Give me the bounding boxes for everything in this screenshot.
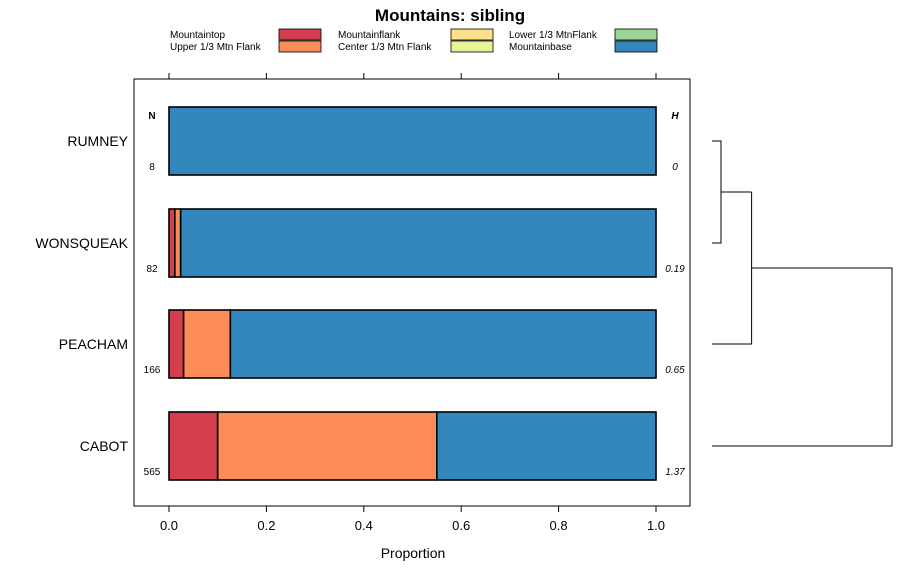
legend-swatch (614, 28, 658, 41)
row-label: PEACHAM (59, 336, 128, 352)
legend-label: Lower 1/3 MtnFlank (509, 30, 598, 41)
axes: 0.0 0.2 0.4 0.6 0.8 1.0 (160, 73, 665, 533)
legend-swatch (450, 40, 494, 53)
x-tick-label: 0.6 (452, 518, 470, 533)
x-tick-label: 0.4 (355, 518, 373, 533)
h-value: 0 (672, 162, 678, 173)
plot-frame (133, 78, 691, 507)
bar-segment (168, 208, 176, 278)
n-value: 565 (144, 467, 161, 478)
legend-swatch (450, 28, 494, 41)
bar-segment (168, 411, 219, 481)
n-value: 8 (149, 162, 155, 173)
bar-segment (182, 309, 232, 379)
row-label: WONSQUEAK (35, 235, 128, 251)
x-tick-label: 0.0 (160, 518, 178, 533)
n-value: 82 (146, 264, 158, 275)
row-label: RUMNEY (67, 133, 128, 149)
bar-segment (174, 208, 182, 278)
dendrogram-branches (712, 140, 893, 447)
bar-segment (436, 411, 657, 481)
legend-label: Mountainbase (509, 42, 572, 53)
legend-swatch (614, 40, 658, 53)
x-tick-label: 1.0 (647, 518, 665, 533)
legend-label: Mountainflank (338, 30, 401, 41)
legend-swatch (278, 28, 322, 41)
legend-swatch (278, 40, 322, 53)
dendrogram (712, 140, 893, 447)
bar-segment (168, 106, 657, 176)
x-tick-label: 0.2 (257, 518, 275, 533)
bar-segment (179, 208, 657, 278)
column-header-n: N (148, 111, 155, 122)
legend-label: Center 1/3 Mtn Flank (338, 42, 432, 53)
bar-segment (168, 309, 185, 379)
h-value: 0.65 (665, 365, 685, 376)
n-value: 166 (144, 365, 161, 376)
legend-label: Upper 1/3 Mtn Flank (170, 42, 262, 53)
row-label: CABOT (80, 438, 129, 454)
h-value: 0.19 (665, 264, 685, 275)
h-value: 1.37 (665, 467, 685, 478)
chart-title: Mountains: sibling (375, 6, 525, 25)
x-axis-label: Proportion (381, 545, 446, 561)
legend-label: Mountaintop (170, 30, 225, 41)
bar-segment (229, 309, 657, 379)
x-tick-label: 0.8 (550, 518, 568, 533)
bars: RUMNEY 8 0 WONSQUEAK 82 0.19 PEACHAM 166 0.65 CAB… (35, 106, 685, 481)
bar-segment (216, 411, 438, 481)
column-header-h: H (671, 111, 679, 122)
